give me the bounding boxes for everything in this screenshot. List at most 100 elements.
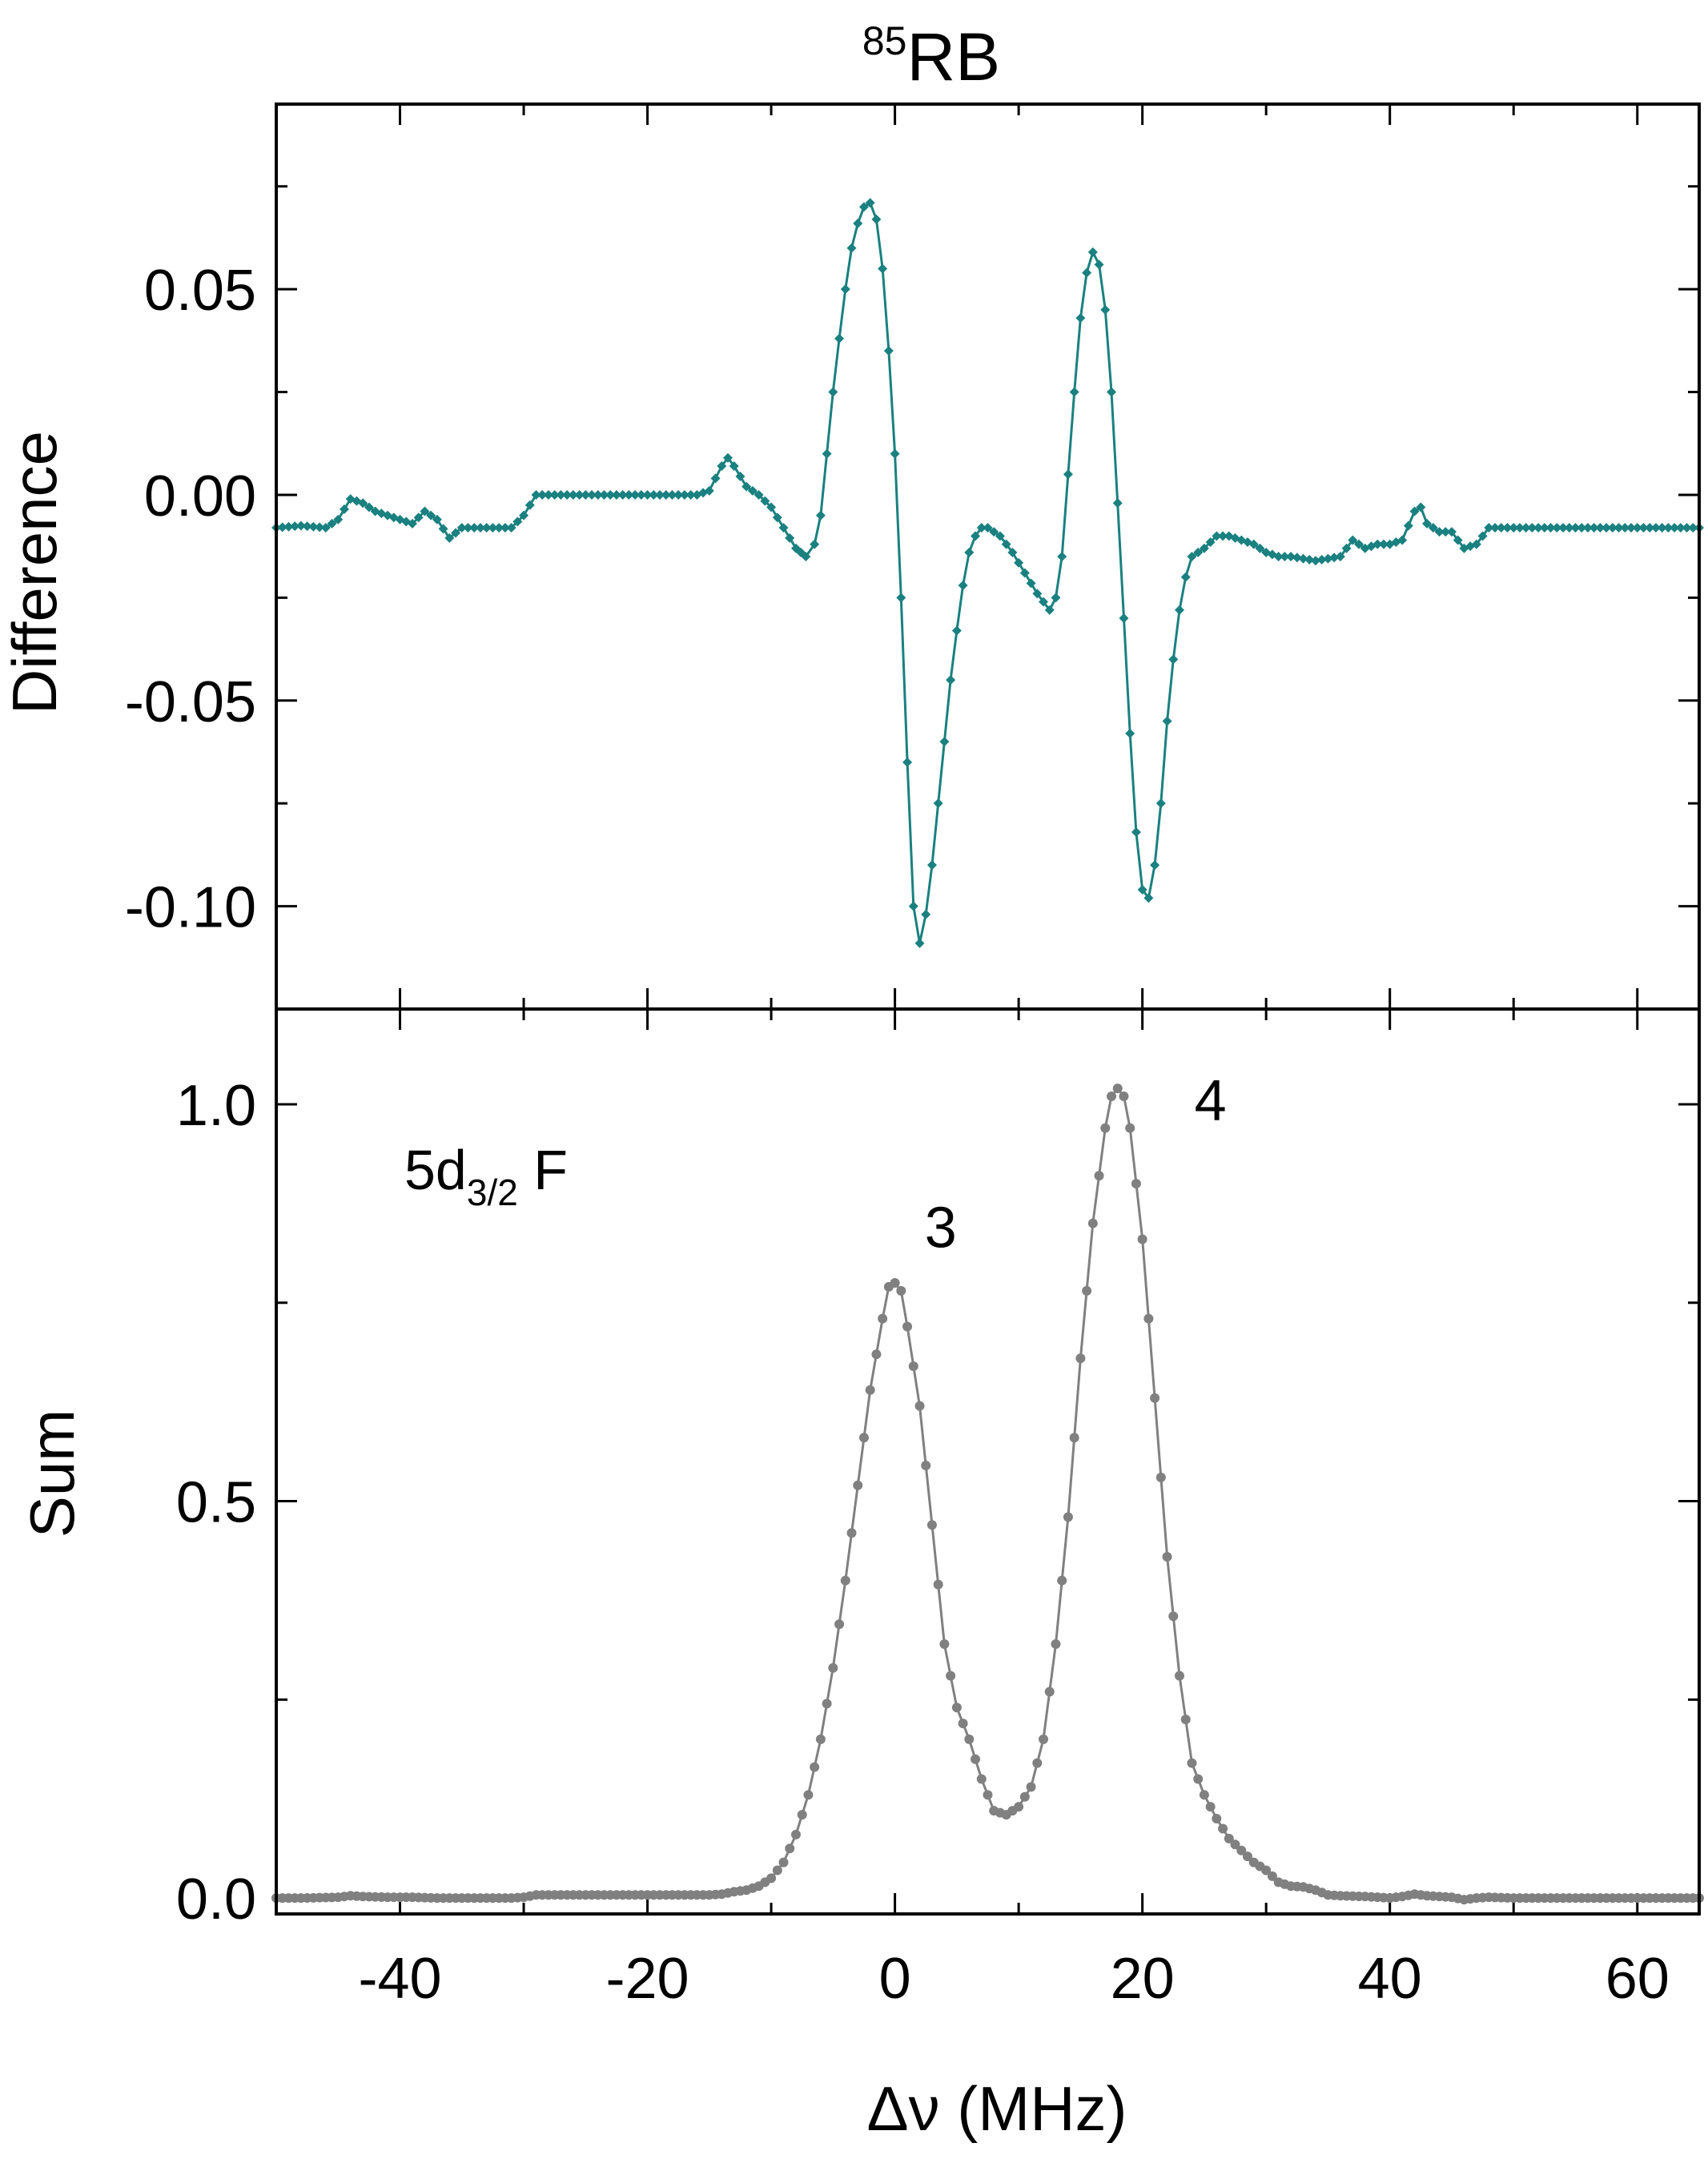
difference-data-point (1039, 597, 1049, 607)
sum-data-point (890, 1277, 900, 1288)
difference-data-point (1688, 523, 1698, 533)
difference-data-point (1304, 554, 1315, 565)
difference-data-point (1348, 535, 1358, 545)
difference-data-point (1527, 523, 1537, 533)
difference-data-point (729, 461, 739, 471)
sum-data-point (1168, 1611, 1179, 1622)
difference-data-point (642, 489, 653, 500)
transition-label: 5d3/2 F (404, 1139, 568, 1213)
sum-data-point (1107, 1092, 1117, 1102)
difference-data-point (599, 489, 609, 500)
difference-data-point (630, 489, 641, 500)
difference-data-point (1626, 523, 1637, 533)
difference-data-point (463, 523, 473, 533)
difference-data-point (636, 489, 646, 500)
difference-y-tick-label: -0.10 (125, 876, 256, 940)
transition-label-sub: 3/2 (467, 1172, 518, 1213)
sum-ticks (275, 1009, 1699, 1914)
difference-data-point (785, 533, 795, 543)
difference-data-point (1212, 531, 1222, 541)
difference-series-line (275, 201, 1699, 944)
sum-data-point (1205, 1802, 1216, 1812)
sum-data-point (803, 1790, 814, 1800)
sum-data-point (1069, 1433, 1079, 1443)
x-tick-label: 60 (1606, 1947, 1670, 2011)
difference-panel: 0.05 0.00 -0.05 -0.10 Difference (0, 103, 1704, 1011)
sum-data-point (815, 1734, 826, 1744)
difference-data-point (1280, 552, 1290, 561)
difference-data-point (1620, 523, 1630, 533)
difference-data-point (685, 489, 696, 500)
difference-data-point (1137, 885, 1147, 895)
difference-data-point (926, 860, 937, 870)
difference-data-point (772, 513, 782, 523)
sum-data-point (1212, 1814, 1222, 1824)
sum-data-point (902, 1321, 913, 1332)
sum-panel: 1.00.50.0 Sum 5d3/2 F 34 (17, 1007, 1704, 1932)
difference-data-point (1663, 523, 1674, 533)
difference-data-point (1602, 523, 1612, 533)
difference-data-point (1026, 578, 1036, 589)
sum-data-point (1193, 1774, 1204, 1784)
x-tick-labels: -40 -20 0 20 40 60 (358, 1947, 1669, 2011)
sum-data-point (1180, 1715, 1191, 1725)
difference-series-markers (271, 198, 1704, 948)
difference-y-tick-label: 0.00 (144, 464, 256, 529)
difference-data-point (420, 506, 430, 517)
difference-data-point (1446, 527, 1457, 537)
sum-data-point (926, 1520, 937, 1530)
sum-data-point (946, 1670, 956, 1681)
sum-data-point (772, 1865, 782, 1876)
sum-data-point (878, 1313, 888, 1324)
difference-data-point (1155, 798, 1166, 809)
difference-data-point (1298, 553, 1308, 564)
difference-data-point (1007, 547, 1018, 557)
sum-data-point (1150, 1393, 1160, 1403)
difference-data-point (655, 489, 665, 500)
difference-data-point (1577, 523, 1587, 533)
difference-data-point (1539, 523, 1549, 533)
sum-data-point (1112, 1084, 1123, 1094)
peak-label: 3 (925, 1196, 957, 1260)
difference-data-point (1403, 521, 1413, 531)
difference-data-point (1001, 539, 1011, 549)
difference-data-point (1595, 523, 1606, 533)
difference-data-point (840, 284, 850, 295)
sum-data-point (1236, 1845, 1247, 1855)
difference-data-point (723, 452, 733, 463)
difference-data-point (1087, 247, 1098, 257)
difference-data-point (1082, 267, 1092, 278)
difference-data-point (1416, 502, 1426, 513)
sum-data-point (1119, 1092, 1129, 1102)
difference-data-point (1490, 523, 1501, 533)
difference-data-point (537, 489, 548, 500)
difference-data-point (1422, 518, 1433, 529)
sum-y-axis-label: Sum (17, 1409, 87, 1538)
difference-data-point (500, 523, 510, 533)
difference-data-point (747, 485, 758, 496)
difference-data-point (524, 500, 535, 510)
difference-data-point (1434, 527, 1445, 537)
difference-data-point (339, 504, 349, 514)
sum-data-point (1039, 1734, 1049, 1744)
difference-ticks (275, 104, 1699, 1011)
difference-data-point (1552, 523, 1562, 533)
difference-data-point (883, 346, 894, 356)
difference-data-point (444, 533, 455, 543)
difference-data-point (921, 909, 931, 919)
difference-data-point (815, 510, 826, 521)
difference-data-point (679, 489, 689, 500)
difference-data-point (649, 489, 659, 500)
difference-data-point (1670, 523, 1680, 533)
difference-data-point (277, 522, 287, 533)
sum-data-point (834, 1619, 845, 1630)
difference-data-point (828, 387, 838, 397)
difference-data-point (1199, 543, 1209, 553)
title-superscript: 85 (862, 18, 907, 63)
sum-data-point (778, 1857, 789, 1867)
difference-data-point (1112, 498, 1123, 509)
difference-data-point (933, 798, 943, 809)
difference-plot-frame (275, 103, 1701, 1011)
difference-data-point (1162, 716, 1172, 726)
difference-data-point (549, 489, 560, 500)
